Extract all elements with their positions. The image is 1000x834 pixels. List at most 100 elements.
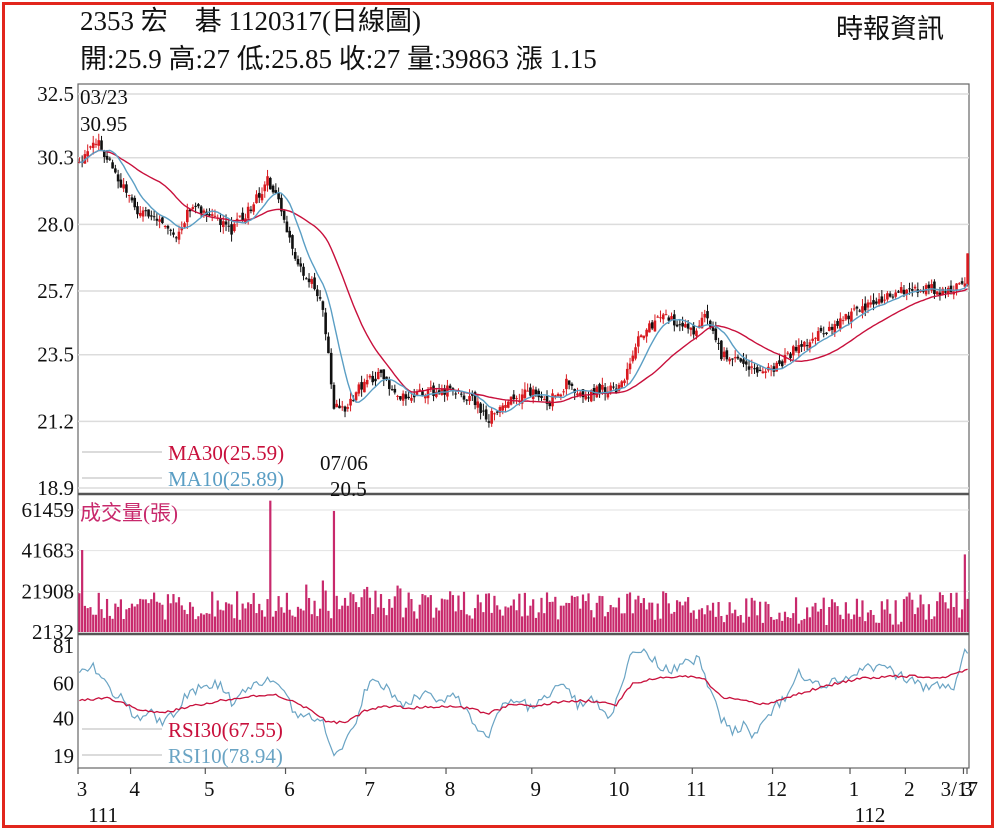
volume-bar (238, 619, 241, 632)
volume-bar (640, 603, 643, 632)
volume-bar (360, 597, 363, 632)
x-tick-label: 4 (129, 777, 140, 801)
price-candle (354, 392, 358, 401)
price-candle (515, 398, 518, 400)
price-tick-label: 21.2 (37, 409, 74, 433)
price-candle (271, 185, 275, 193)
annotation-low-value: 20.5 (330, 477, 367, 501)
price-candle (634, 347, 637, 359)
price-candle (249, 209, 253, 212)
volume-bar (388, 599, 391, 632)
price-candle (468, 395, 471, 402)
price-candle (357, 384, 361, 394)
price-tick-label: 28.0 (37, 212, 74, 236)
volume-bar (319, 608, 322, 632)
price-candle (559, 394, 563, 397)
volume-bar (778, 612, 781, 632)
volume-bar (191, 606, 194, 632)
volume-bar (830, 599, 834, 632)
price-candle (850, 311, 853, 322)
volume-bar (595, 602, 598, 632)
volume-bar (833, 602, 836, 632)
volume-bar (858, 616, 861, 632)
rsi30-legend: RSI30(67.55) (168, 718, 283, 742)
volume-bar (587, 593, 590, 632)
price-candle (913, 286, 917, 289)
price-candle (136, 206, 139, 215)
volume-bar (806, 607, 809, 632)
price-candle (905, 289, 909, 294)
price-candle (551, 393, 554, 407)
volume-bar (794, 597, 798, 632)
x-tick-label: 3 (962, 777, 973, 801)
volume-bar (404, 607, 407, 632)
rsi-tick-label: 60 (53, 671, 74, 695)
price-candle (670, 316, 673, 320)
volume-bar (908, 592, 911, 632)
price-candle (556, 393, 560, 397)
volume-bar (125, 609, 128, 632)
volume-bar (723, 622, 726, 632)
volume-bar (579, 608, 582, 632)
volume-bar (476, 594, 479, 632)
price-candle (656, 316, 660, 318)
price-candle (894, 292, 897, 297)
price-candle (432, 385, 435, 396)
volume-bar (902, 599, 906, 632)
price-candle (343, 406, 347, 412)
price-candle (94, 143, 98, 145)
price-candle (352, 400, 355, 402)
volume-bar (869, 610, 872, 632)
volume-bar (410, 599, 413, 632)
volume-bar (687, 597, 690, 632)
price-candle (316, 289, 319, 297)
price-tick-label: 25.7 (37, 279, 74, 303)
volume-bar (900, 621, 903, 632)
price-candle (581, 389, 585, 398)
volume-bar (565, 602, 568, 632)
volume-bar (581, 594, 585, 632)
x-tick-label: 11 (686, 777, 706, 801)
volume-bar (451, 595, 455, 632)
price-candle (733, 357, 737, 359)
price-candle (625, 368, 629, 380)
price-candle (133, 197, 137, 208)
price-candle (772, 366, 776, 372)
price-candle (603, 387, 607, 394)
price-candle (852, 308, 856, 310)
volume-bar (526, 615, 529, 632)
volume-bar (648, 602, 651, 632)
source-label: 時報資訊 (836, 14, 944, 44)
price-candle (742, 359, 745, 364)
price-candle (786, 352, 790, 354)
price-candle (282, 210, 286, 220)
volume-bar (800, 620, 803, 632)
volume-bar (839, 614, 842, 632)
volume-bar (916, 607, 919, 632)
volume-bar (233, 618, 236, 632)
volume-bar (844, 602, 847, 632)
x-tick-label: 9 (531, 777, 542, 801)
volume-bar (413, 611, 416, 632)
volume-bar (529, 605, 532, 632)
price-candle (191, 207, 195, 210)
volume-bar (94, 614, 98, 632)
price-candle (814, 337, 817, 339)
price-candle (872, 300, 875, 305)
price-candle (589, 390, 593, 402)
volume-bar (681, 605, 684, 632)
rsi-tick-label: 81 (53, 634, 74, 658)
price-candle (778, 360, 781, 364)
volume-bar (283, 612, 286, 632)
price-candle (958, 283, 961, 285)
price-candle (288, 230, 291, 238)
price-candle (960, 281, 964, 284)
price-candle (299, 263, 303, 267)
price-candle (711, 327, 715, 331)
price-candle (349, 398, 352, 406)
price-candle (883, 299, 886, 301)
volume-bar (584, 601, 587, 632)
price-candle (166, 225, 170, 229)
volume-bar (316, 616, 319, 632)
